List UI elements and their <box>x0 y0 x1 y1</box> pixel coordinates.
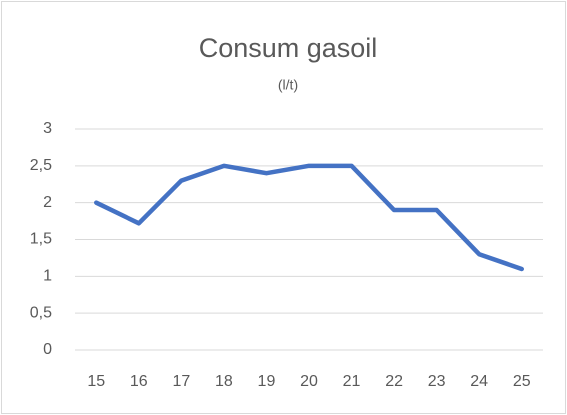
x-tick-label: 23 <box>428 373 446 390</box>
line <box>94 163 524 272</box>
y-tick-label: 2,5 <box>30 157 52 174</box>
x-tick-label: 15 <box>87 373 105 390</box>
y-tick-label: 1 <box>43 268 52 285</box>
y-tick-label: 2 <box>43 194 52 211</box>
x-tick-label: 25 <box>513 373 531 390</box>
x-tick-label: 24 <box>470 373 488 390</box>
x-tick-label: 16 <box>130 373 148 390</box>
x-tick-label: 18 <box>215 373 233 390</box>
x-tick-label: 20 <box>300 373 318 390</box>
chart-subtitle: (l/t) <box>278 77 298 93</box>
y-tick-label: 0,5 <box>30 304 52 321</box>
x-tick-label: 17 <box>172 373 190 390</box>
x-tick-label: 19 <box>258 373 276 390</box>
x-tick-label: 21 <box>343 373 361 390</box>
y-tick-label: 0 <box>43 341 52 358</box>
chart-title: Consum gasoil <box>199 33 378 63</box>
x-tick-label: 22 <box>385 373 403 390</box>
y-tick-label: 1,5 <box>30 231 52 248</box>
y-tick-label: 3 <box>43 120 52 137</box>
